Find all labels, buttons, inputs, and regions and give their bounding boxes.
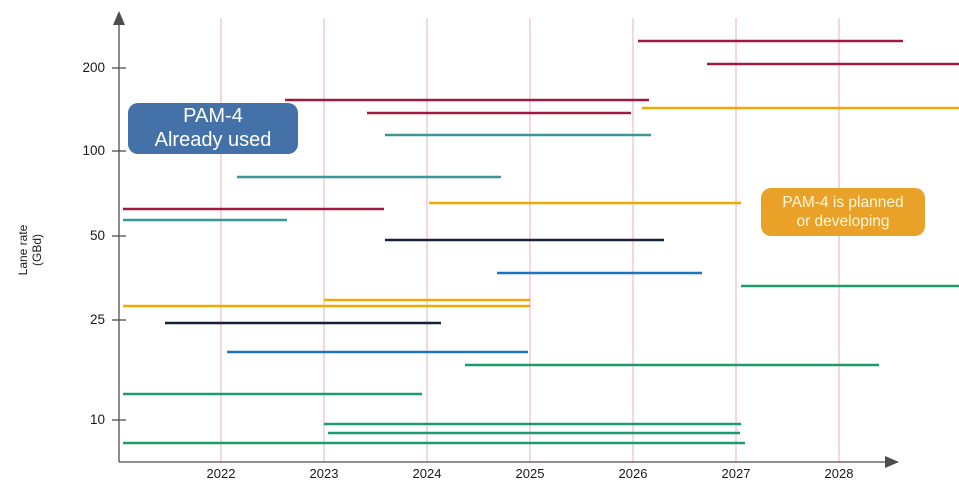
svg-text:50: 50	[90, 228, 105, 243]
svg-text:PAM-4 is planned: PAM-4 is planned	[782, 194, 903, 211]
svg-text:2022: 2022	[207, 466, 236, 481]
svg-text:PAM-4: PAM-4	[183, 105, 243, 127]
svg-text:2023: 2023	[310, 466, 339, 481]
svg-text:2025: 2025	[516, 466, 545, 481]
svg-text:Lane rate: Lane rate	[16, 224, 30, 275]
svg-text:or developing: or developing	[796, 213, 889, 230]
svg-text:2024: 2024	[413, 466, 442, 481]
svg-text:2027: 2027	[722, 466, 751, 481]
svg-text:200: 200	[82, 60, 105, 75]
svg-text:10: 10	[90, 412, 105, 427]
svg-text:2026: 2026	[619, 466, 648, 481]
svg-text:2028: 2028	[825, 466, 854, 481]
svg-text:25: 25	[90, 312, 105, 327]
svg-text:100: 100	[82, 143, 105, 158]
svg-text:(GBd): (GBd)	[30, 234, 44, 266]
svg-text:Already used: Already used	[155, 129, 272, 151]
